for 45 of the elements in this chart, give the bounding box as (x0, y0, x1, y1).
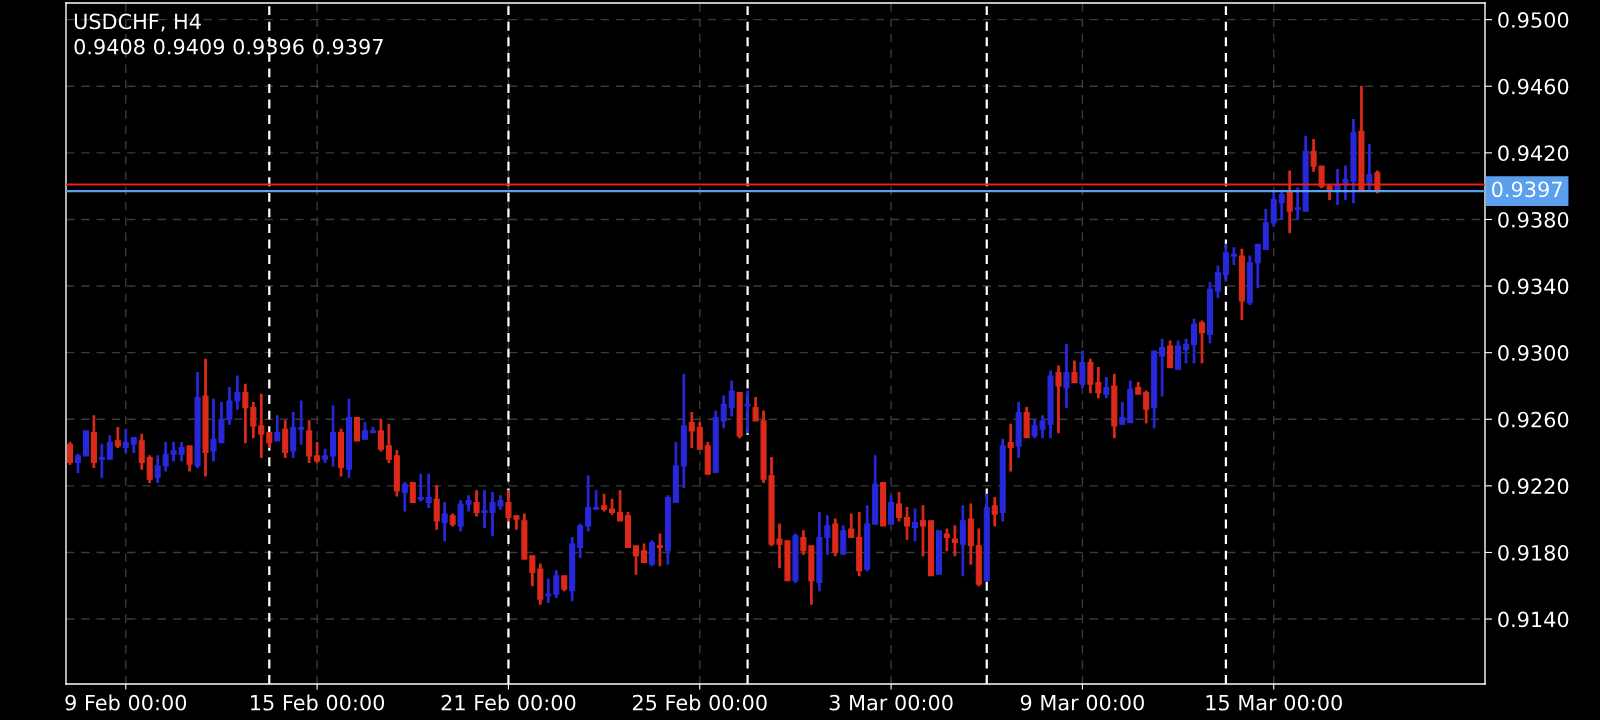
candlestick (1071, 360, 1078, 384)
candlestick (114, 427, 121, 449)
candlestick (298, 400, 305, 445)
y-tick-label: 0.9500 (1498, 12, 1569, 28)
candlestick (322, 448, 329, 464)
candlestick (425, 473, 432, 509)
y-tick-label: 0.9180 (1498, 544, 1569, 561)
candlestick (1230, 247, 1237, 265)
candlestick (1007, 423, 1014, 472)
y-tick-label: 0.9340 (1498, 278, 1569, 295)
candlestick (1366, 143, 1373, 192)
x-tick-label: 9 Mar 00:00 (1020, 694, 1144, 711)
candlestick (1159, 338, 1166, 397)
y-tick-label: 0.9260 (1498, 411, 1569, 428)
chart-title: USDCHF, H4 (74, 13, 201, 32)
candlestick (545, 578, 552, 603)
candlestick (656, 533, 663, 567)
x-tick-label: 3 Mar 00:00 (829, 694, 953, 711)
y-tick-label: 0.9420 (1498, 145, 1569, 162)
x-tick-label: 9 Feb 00:00 (65, 694, 187, 711)
candlestick (417, 473, 424, 502)
candlestick (1294, 187, 1301, 221)
candlestick (943, 528, 950, 552)
candlestick (951, 525, 958, 557)
candlestick (1055, 365, 1062, 434)
candlestick (601, 493, 608, 512)
candlestick (473, 490, 480, 517)
y-tick-label: 0.9460 (1498, 78, 1569, 95)
y-tick-label: 0.9300 (1498, 345, 1569, 361)
x-tick-label: 25 Feb 00:00 (632, 694, 767, 711)
y-tick-label: 0.9140 (1498, 611, 1569, 628)
candlestick (744, 390, 751, 434)
x-tick-label: 15 Mar 00:00 (1206, 694, 1342, 711)
candlestick (1063, 343, 1070, 409)
x-tick-label: 15 Feb 00:00 (251, 694, 385, 711)
text: 0.9408 0.9409 0.9396 0.9397 (74, 38, 383, 55)
ref-line-label: 0.9397 (1492, 181, 1562, 198)
candlestick (593, 490, 600, 510)
candlestick (98, 443, 105, 479)
x-tick-label: 21 Feb 00:00 (441, 694, 576, 711)
candlestick (258, 393, 265, 459)
y-tick-label: 0.9220 (1498, 478, 1569, 495)
candlestick (688, 412, 695, 449)
candlestick (314, 442, 321, 464)
y-tick-label: 0.9380 (1498, 211, 1569, 228)
